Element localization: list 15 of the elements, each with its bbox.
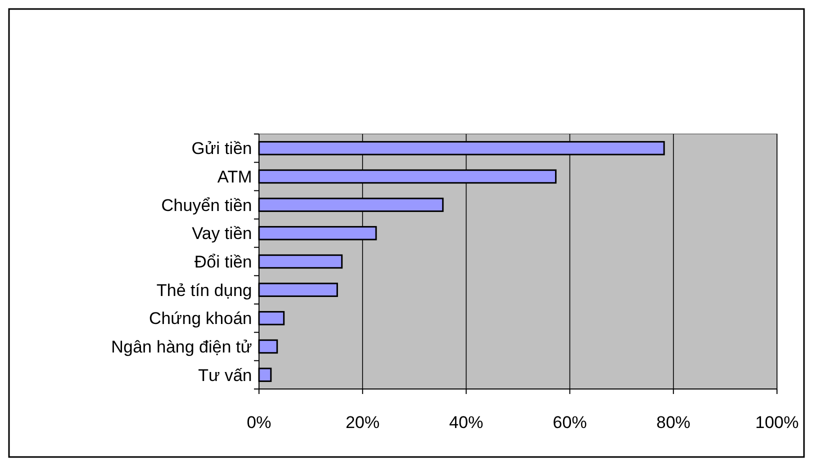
y-tick-label: Ngân hàng điện tử: [111, 337, 252, 356]
x-tick-label: 60%: [552, 413, 587, 432]
y-tick-label: ATM: [217, 167, 252, 186]
x-tick-label: 40%: [449, 413, 484, 432]
y-tick-label: Thẻ tín dụng: [156, 280, 252, 300]
y-tick-label: Chứng khoán: [148, 309, 252, 328]
x-tick-label: 20%: [346, 413, 380, 432]
x-tick-label: 80%: [656, 413, 690, 432]
x-tick-label: 0%: [246, 413, 272, 432]
y-tick-label: Gửi tiền: [191, 139, 252, 158]
x-tick-label: 100%: [755, 413, 799, 432]
y-tick-label: Chuyển tiền: [161, 196, 252, 215]
y-tick-label: Tư vấn: [198, 366, 252, 385]
y-tick-label: Đổi tiền: [194, 252, 252, 272]
y-tick-label: Vay tiền: [192, 224, 252, 244]
